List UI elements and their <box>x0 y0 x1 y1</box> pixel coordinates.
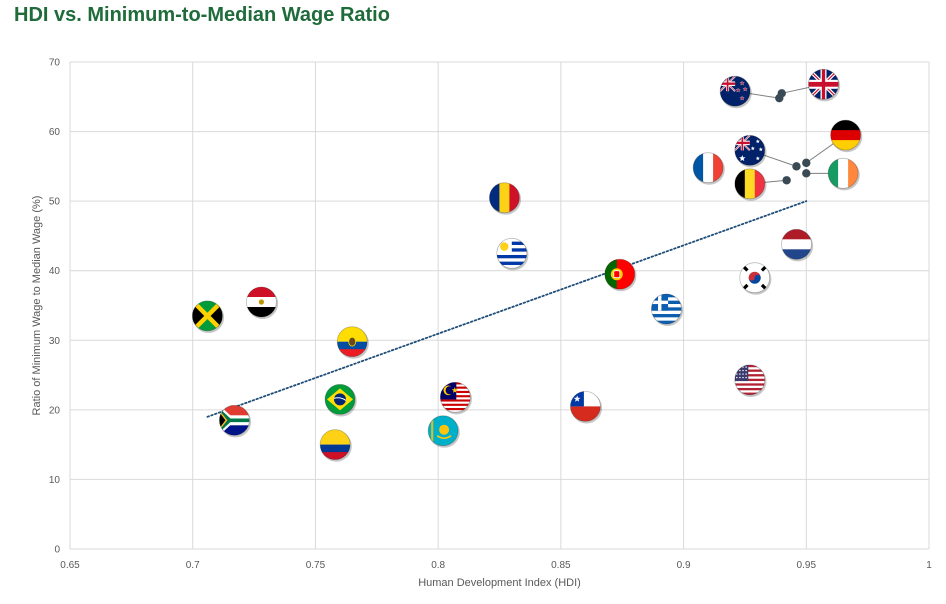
x-tick-label: 0.75 <box>306 560 326 571</box>
x-tick-label: 0.9 <box>677 560 691 571</box>
x-tick-label: 0.8 <box>431 560 445 571</box>
y-tick-label: 10 <box>49 475 61 486</box>
x-axis-title: Human Development Index (HDI) <box>418 577 581 589</box>
belgium-data-point[interactable] <box>782 176 791 185</box>
portugal-flag-icon[interactable] <box>604 258 637 292</box>
colombia-flag-icon[interactable] <box>319 429 352 462</box>
grid <box>69 61 930 550</box>
uruguay-flag-icon[interactable] <box>496 237 529 271</box>
y-tick-label: 30 <box>49 336 61 347</box>
germany-flag-icon[interactable] <box>830 119 863 153</box>
romania-flag-icon[interactable] <box>488 182 522 215</box>
chile-flag-icon[interactable] <box>570 390 603 424</box>
uk-data-point[interactable] <box>777 89 786 98</box>
australia-flag-icon[interactable] <box>734 134 767 168</box>
x-tick-label: 1 <box>926 560 932 571</box>
south-africa-flag-icon[interactable] <box>218 404 252 438</box>
leader-lines <box>735 83 846 185</box>
belgium-flag-icon[interactable] <box>734 168 767 201</box>
jamaica-flag-icon[interactable] <box>191 300 225 333</box>
ireland-flag-icon[interactable] <box>827 157 860 191</box>
x-tick-label: 0.95 <box>797 560 817 571</box>
y-tick-label: 70 <box>49 58 61 69</box>
axes: 0 10 20 30 40 50 60 70 0.65 0.7 0.75 0.8 0.85 0.9 0.95… <box>49 58 932 572</box>
trendline-layer <box>206 200 808 418</box>
malaysia-flag-icon[interactable] <box>439 381 472 415</box>
y-tick-label: 50 <box>49 197 61 208</box>
egypt-flag-icon[interactable] <box>245 286 279 320</box>
y-tick-label: 0 <box>54 545 60 556</box>
data-points <box>191 68 863 462</box>
ireland-data-point[interactable] <box>802 169 811 178</box>
page-title: HDI vs. Minimum-to-Median Wage Ratio <box>14 4 390 26</box>
y-tick-label: 60 <box>49 127 61 138</box>
brazil-flag-icon[interactable] <box>324 383 357 417</box>
new-zealand-flag-icon[interactable] <box>719 75 752 109</box>
greece-flag-icon[interactable] <box>651 293 684 327</box>
x-tick-label: 0.65 <box>60 560 80 571</box>
netherlands-flag-icon[interactable] <box>781 228 814 262</box>
ecuador-flag-icon[interactable] <box>336 326 369 359</box>
x-tick-label: 0.7 <box>186 560 200 571</box>
germany-data-point[interactable] <box>802 158 811 168</box>
south-korea-flag-icon[interactable] <box>739 262 772 295</box>
trendline <box>206 200 808 418</box>
y-tick-label: 20 <box>49 405 61 416</box>
y-tick-label: 40 <box>49 266 61 277</box>
x-tick-label: 0.85 <box>551 560 571 571</box>
france-flag-icon[interactable] <box>692 152 725 185</box>
australia-data-point[interactable] <box>792 162 801 171</box>
y-axis-title: Ratio of Minimum Wage to Median Wage (%) <box>31 196 43 416</box>
kazakhstan-flag-icon[interactable] <box>427 415 460 448</box>
usa-flag-icon[interactable] <box>734 364 767 397</box>
uk-flag-icon[interactable] <box>808 68 841 102</box>
